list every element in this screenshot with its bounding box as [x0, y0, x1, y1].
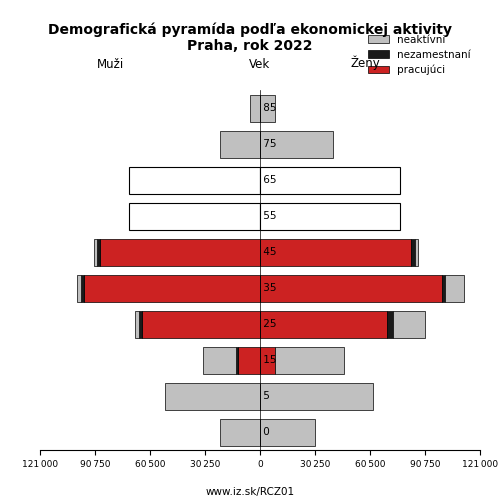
Bar: [84, 274, 260, 301]
Text: 75: 75: [260, 139, 276, 149]
Bar: [392, 310, 426, 338]
Bar: [442, 274, 446, 301]
Bar: [78, 274, 81, 301]
Text: 0: 0: [260, 427, 270, 437]
Bar: [81, 274, 84, 301]
Text: 65: 65: [260, 175, 276, 185]
Bar: [446, 274, 464, 301]
Bar: [260, 382, 372, 409]
Bar: [260, 202, 400, 230]
Bar: [260, 238, 411, 266]
Bar: [274, 346, 344, 374]
Bar: [220, 418, 260, 446]
Text: www.iz.sk/RCZ01: www.iz.sk/RCZ01: [206, 487, 294, 497]
Text: 55: 55: [260, 211, 276, 221]
Text: 85: 85: [260, 103, 276, 113]
Bar: [260, 418, 314, 446]
Bar: [260, 274, 442, 301]
Bar: [129, 166, 260, 194]
Bar: [136, 310, 139, 338]
Text: Demografická pyramída podľa ekonomickej aktivity
Praha, rok 2022: Demografická pyramída podľa ekonomickej …: [48, 22, 452, 53]
Bar: [260, 130, 332, 158]
Bar: [129, 202, 260, 230]
Bar: [414, 238, 418, 266]
Bar: [411, 238, 414, 266]
Bar: [142, 310, 260, 338]
Bar: [260, 346, 274, 374]
Bar: [204, 346, 236, 374]
Text: 25: 25: [260, 319, 276, 329]
Bar: [236, 346, 238, 374]
Text: Ženy: Ženy: [350, 56, 380, 70]
Bar: [98, 238, 100, 266]
Text: Vek: Vek: [250, 58, 270, 70]
Bar: [238, 346, 260, 374]
Bar: [100, 238, 260, 266]
Legend: neaktívni, nezamestnaní, pracujúci: neaktívni, nezamestnaní, pracujúci: [364, 30, 475, 80]
Text: 45: 45: [260, 247, 276, 257]
Text: 35: 35: [260, 283, 276, 293]
Text: Muži: Muži: [96, 58, 124, 70]
Bar: [250, 94, 260, 122]
Bar: [94, 238, 98, 266]
Text: 15: 15: [260, 355, 276, 365]
Bar: [388, 310, 392, 338]
Text: 5: 5: [260, 391, 270, 401]
Bar: [139, 310, 142, 338]
Bar: [260, 310, 388, 338]
Bar: [260, 94, 274, 122]
Bar: [166, 382, 260, 409]
Bar: [260, 166, 400, 194]
Bar: [220, 130, 260, 158]
